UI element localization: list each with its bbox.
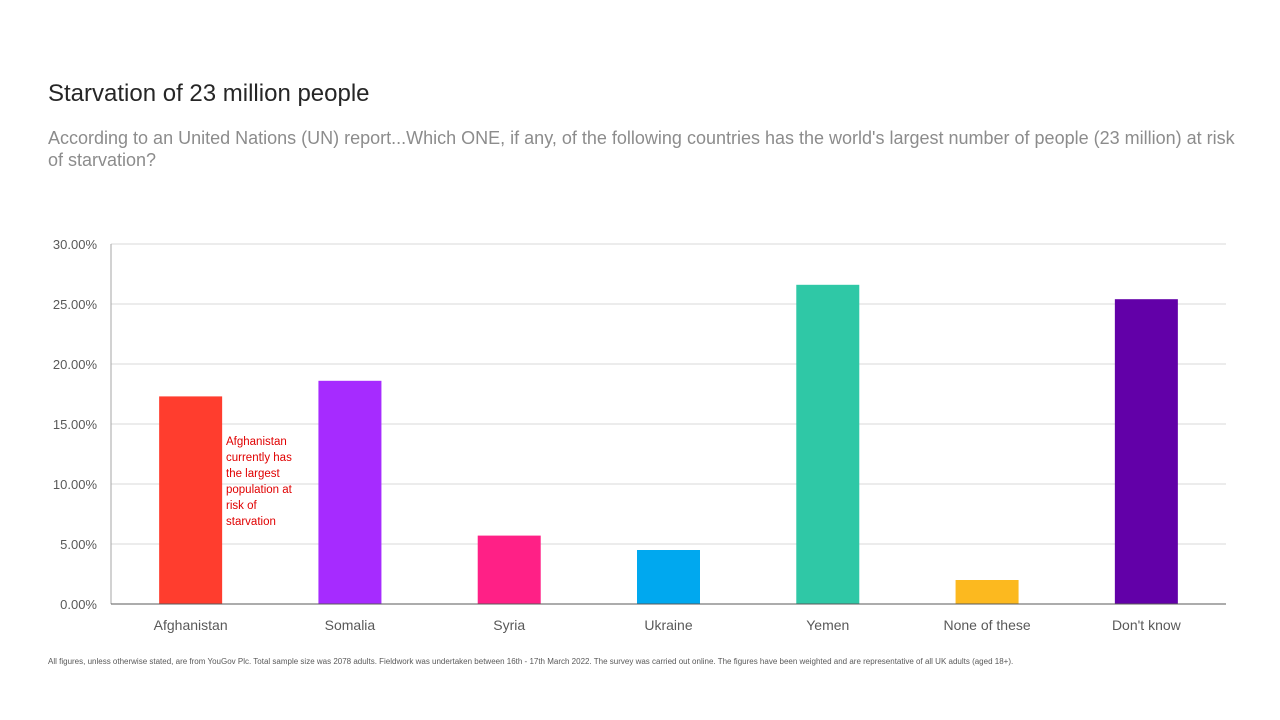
x-tick-label: Somalia: [325, 617, 376, 633]
x-tick-label: Afghanistan: [154, 617, 228, 633]
bar-ukraine: [637, 550, 700, 604]
y-tick-label: 25.00%: [53, 297, 98, 312]
bar-yemen: [796, 284, 860, 604]
y-tick-label: 20.00%: [53, 357, 98, 372]
x-tick-label: Ukraine: [644, 617, 692, 633]
bar-don-t-know: [1114, 299, 1178, 604]
x-tick-label: Yemen: [806, 617, 849, 633]
chart-subtitle: According to an United Nations (UN) repo…: [48, 128, 1235, 170]
annotation-note: Afghanistan currently has the largest po…: [226, 436, 292, 528]
y-tick-label: 0.00%: [60, 597, 97, 612]
x-tick-label: Don't know: [1112, 617, 1182, 633]
footnote: All figures, unless otherwise stated, ar…: [48, 657, 1014, 666]
bar-syria: [477, 535, 541, 604]
y-tick-label: 5.00%: [60, 537, 97, 552]
bar-somalia: [318, 380, 382, 604]
bar-none-of-these: [955, 580, 1019, 604]
x-tick-label: None of these: [943, 617, 1030, 633]
x-tick-label: Syria: [493, 617, 525, 633]
y-tick-label: 30.00%: [53, 237, 98, 252]
chart-title: Starvation of 23 million people: [48, 80, 370, 107]
y-tick-label: 15.00%: [53, 417, 98, 432]
y-tick-label: 10.00%: [53, 477, 98, 492]
bar-afghanistan: [159, 396, 223, 604]
